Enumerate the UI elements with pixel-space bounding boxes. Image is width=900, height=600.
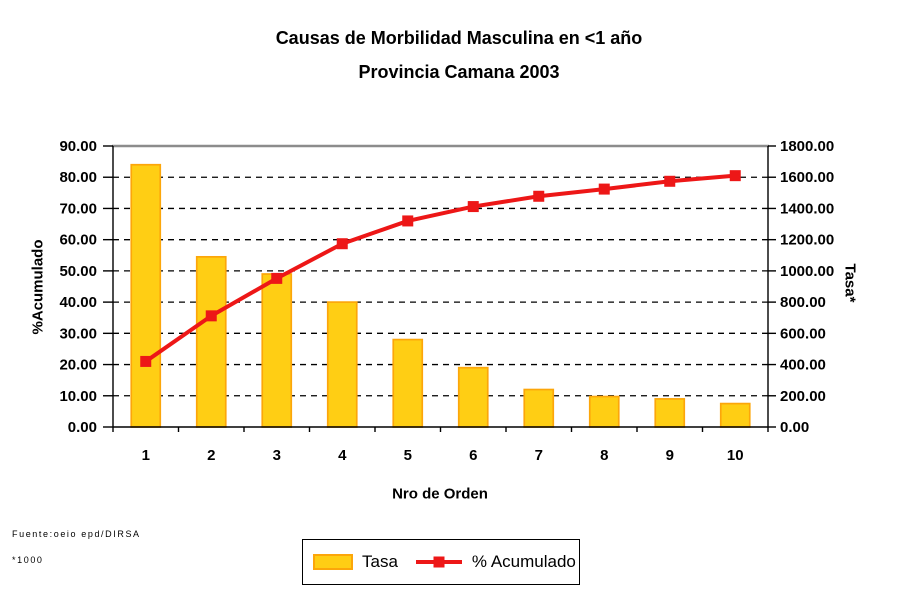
left-axis-title: %Acumulado — [29, 239, 47, 335]
x-axis-tick-label: 10 — [727, 447, 744, 464]
x-axis-tick-label: 6 — [469, 447, 477, 464]
right-axis-tick-label: 200.00 — [780, 388, 826, 405]
left-axis-tick-label: 10.00 — [59, 388, 97, 405]
right-axis-tick-label: 1400.00 — [780, 200, 834, 217]
acumulado-point — [664, 175, 676, 187]
x-axis-tick-label: 8 — [600, 447, 608, 464]
acumulado-point — [598, 183, 610, 195]
left-axis-tick-label: 30.00 — [59, 325, 97, 342]
chart-title: Causas de Morbilidad Masculina en <1 año… — [0, 21, 900, 89]
x-axis-tick-label: 3 — [273, 447, 281, 464]
right-axis-tick-label: 1800.00 — [780, 138, 834, 155]
tasa-bar — [392, 338, 424, 428]
left-axis-tick-label: 60.00 — [59, 232, 97, 249]
right-axis-tick-label: 800.00 — [780, 294, 826, 311]
chart-title-line2: Provincia Camana 2003 — [358, 62, 560, 82]
right-axis-tick-label: 1600.00 — [780, 169, 834, 186]
left-axis-tick-label: 40.00 — [59, 294, 97, 311]
acumulado-point — [467, 201, 479, 213]
right-axis-tick-label: 1000.00 — [780, 263, 834, 280]
x-axis-tick-label: 9 — [666, 447, 674, 464]
legend-square-marker-icon — [433, 556, 445, 568]
legend: Tasa % Acumulado — [302, 539, 580, 585]
acumulado-line — [144, 173, 736, 364]
acumulado-point — [336, 238, 348, 250]
tasa-bar — [195, 255, 227, 428]
acumulado-point — [402, 215, 414, 227]
chart-title-line1: Causas de Morbilidad Masculina en <1 año — [275, 28, 643, 48]
acumulado-point — [533, 190, 545, 202]
acumulado-point — [205, 310, 217, 322]
left-axis-tick-label: 50.00 — [59, 263, 97, 280]
right-axis-tick-label: 600.00 — [780, 325, 826, 342]
legend-acumulado-label: % Acumulado — [471, 552, 576, 571]
left-axis-tick-label: 70.00 — [59, 200, 97, 217]
right-axis-tick-label: 0.00 — [780, 419, 809, 436]
tasa-bar — [261, 273, 293, 428]
acumulado-point — [140, 355, 152, 367]
left-axis-tick-label: 90.00 — [59, 138, 97, 155]
right-axis-tick-label: 1200.00 — [780, 232, 834, 249]
x-axis-tick-label: 2 — [207, 447, 215, 464]
x-axis-tick-label: 5 — [404, 447, 412, 464]
right-axis-title: Tasa* — [841, 263, 859, 303]
tasa-bar — [719, 402, 751, 428]
tasa-bar — [457, 366, 489, 428]
tasa-bar — [326, 301, 358, 428]
x-axis-tick-label: 7 — [535, 447, 543, 464]
legend-tasa-swatch-icon — [313, 554, 353, 570]
legend-acumulado-swatch-icon — [415, 556, 462, 568]
tasa-bar — [130, 163, 162, 428]
acumulado-point — [271, 272, 283, 284]
x-axis-title: Nro de Orden — [392, 485, 488, 503]
left-axis-tick-label: 0.00 — [68, 419, 97, 436]
source-line: Fuente:oeio epd/DIRSA — [12, 529, 141, 539]
legend-tasa-label: Tasa — [362, 552, 398, 571]
tasa-bar — [523, 388, 555, 428]
acumulado-point — [729, 170, 741, 182]
left-axis-tick-label: 80.00 — [59, 169, 97, 186]
right-axis-tick-label: 400.00 — [780, 357, 826, 374]
x-axis-tick-label: 4 — [338, 447, 347, 464]
x-axis-tick-label: 1 — [142, 447, 150, 464]
footnote-line: *1000 — [12, 555, 44, 565]
left-axis-tick-label: 20.00 — [59, 357, 97, 374]
source-note: Fuente:oeio epd/DIRSA *1000 — [12, 529, 141, 565]
tasa-bar — [654, 398, 686, 428]
tasa-bar — [588, 395, 620, 428]
